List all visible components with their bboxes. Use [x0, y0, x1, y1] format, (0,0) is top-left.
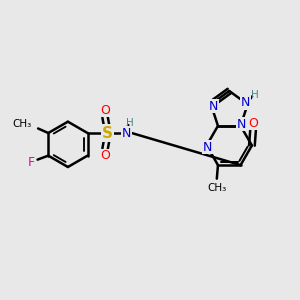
Text: S: S — [102, 125, 113, 140]
Text: N: N — [122, 127, 131, 140]
Text: N: N — [208, 100, 218, 112]
Text: CH₃: CH₃ — [207, 183, 226, 193]
Text: O: O — [248, 117, 258, 130]
Text: O: O — [100, 149, 110, 162]
Text: O: O — [100, 104, 110, 117]
Text: N: N — [203, 141, 212, 154]
Text: N: N — [241, 96, 250, 109]
Text: N: N — [237, 118, 246, 131]
Text: H: H — [126, 118, 134, 128]
Text: F: F — [28, 156, 35, 169]
Text: CH₃: CH₃ — [12, 119, 31, 129]
Text: H: H — [250, 90, 258, 100]
